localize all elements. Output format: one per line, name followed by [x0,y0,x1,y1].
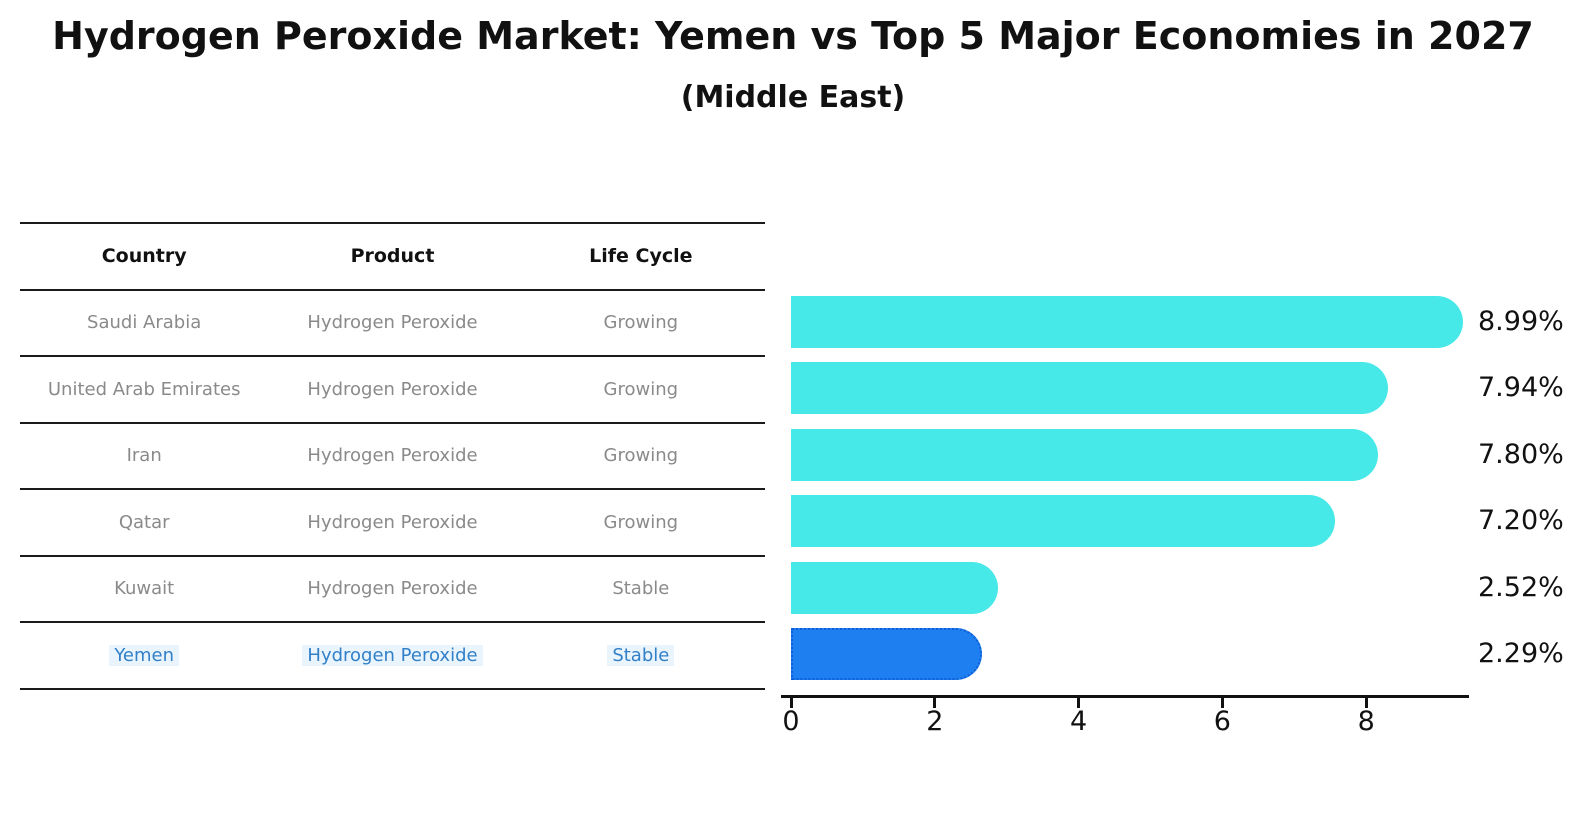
cell-life-cycle: Growing [603,312,679,334]
x-axis-tick-mark [1077,698,1081,708]
cell-life-cycle: Stable [517,644,765,666]
cell-product: Hydrogen Peroxide [307,511,478,533]
table-header-row: Country Product Life Cycle [20,224,765,291]
chart-bar [791,295,1464,348]
table-row: Iran Hydrogen Peroxide Growing [20,424,765,490]
x-axis-tick-label: 0 [782,706,800,737]
x-axis-tick-mark [1220,698,1224,708]
cell-product: Hydrogen Peroxide [307,578,478,600]
x-axis-line [781,695,1469,698]
cell-product: Hydrogen Peroxide [307,445,478,467]
table-row: Qatar Hydrogen Peroxide Growing [20,490,765,557]
bar-value-label: 7.80% [1478,438,1564,470]
x-axis-tick-mark [1364,698,1368,708]
cell-life-cycle: Growing [603,445,679,467]
x-axis-tick-label: 6 [1213,706,1231,737]
bar-value-label: 2.52% [1478,571,1564,603]
chart-subtitle: (Middle East) [680,80,906,115]
bar-value-label: 2.29% [1478,638,1564,670]
country-table: Country Product Life Cycle Saudi Arabia H… [20,222,765,690]
bar-value-label: 7.20% [1478,505,1564,537]
cell-product: Hydrogen Peroxide [307,312,478,334]
cell-country: Yemen [20,644,268,666]
table-row: United Arab Emirates Hydrogen Peroxide Gro… [20,357,765,424]
cell-life-cycle: Growing [603,378,679,400]
x-axis-tick-label: 8 [1357,706,1375,737]
cell-country: Saudi Arabia [87,312,202,334]
column-header-life-cycle: Life Cycle [589,245,693,268]
cell-country: United Arab Emirates [47,378,241,400]
table-row: Kuwait Hydrogen Peroxide Stable [20,557,765,623]
table-row: Saudi Arabia Hydrogen Peroxide Growing [20,291,765,357]
x-axis-tick-mark [933,698,937,708]
cell-life-cycle: Growing [603,511,679,533]
chart-title: Hydrogen Peroxide Market: Yemen vs Top 5… [52,14,1534,58]
cell-country: Qatar [118,511,170,533]
cell-life-cycle: Stable [612,578,670,600]
chart-bar [791,428,1378,481]
x-axis-tick-label: 2 [926,706,944,737]
bar-value-label: 8.99% [1478,305,1564,337]
column-header-product: Product [350,245,435,268]
table-body: Saudi Arabia Hydrogen Peroxide Growing Unit… [20,291,765,690]
cell-country: Iran [126,445,162,467]
chart-bar [791,561,999,614]
chart-bar [791,495,1335,548]
cell-product: Hydrogen Peroxide [307,378,478,400]
x-axis-tick-mark [789,698,793,708]
x-axis-tick-label: 4 [1070,706,1088,737]
chart-bar [791,628,982,681]
cell-product: Hydrogen Peroxide [268,644,516,666]
cell-country: Kuwait [114,578,175,600]
column-header-country: Country [101,245,187,268]
bar-value-label: 7.94% [1478,372,1564,404]
chart-bar [791,362,1388,415]
table-row: Yemen Hydrogen Peroxide Stable [20,623,765,690]
